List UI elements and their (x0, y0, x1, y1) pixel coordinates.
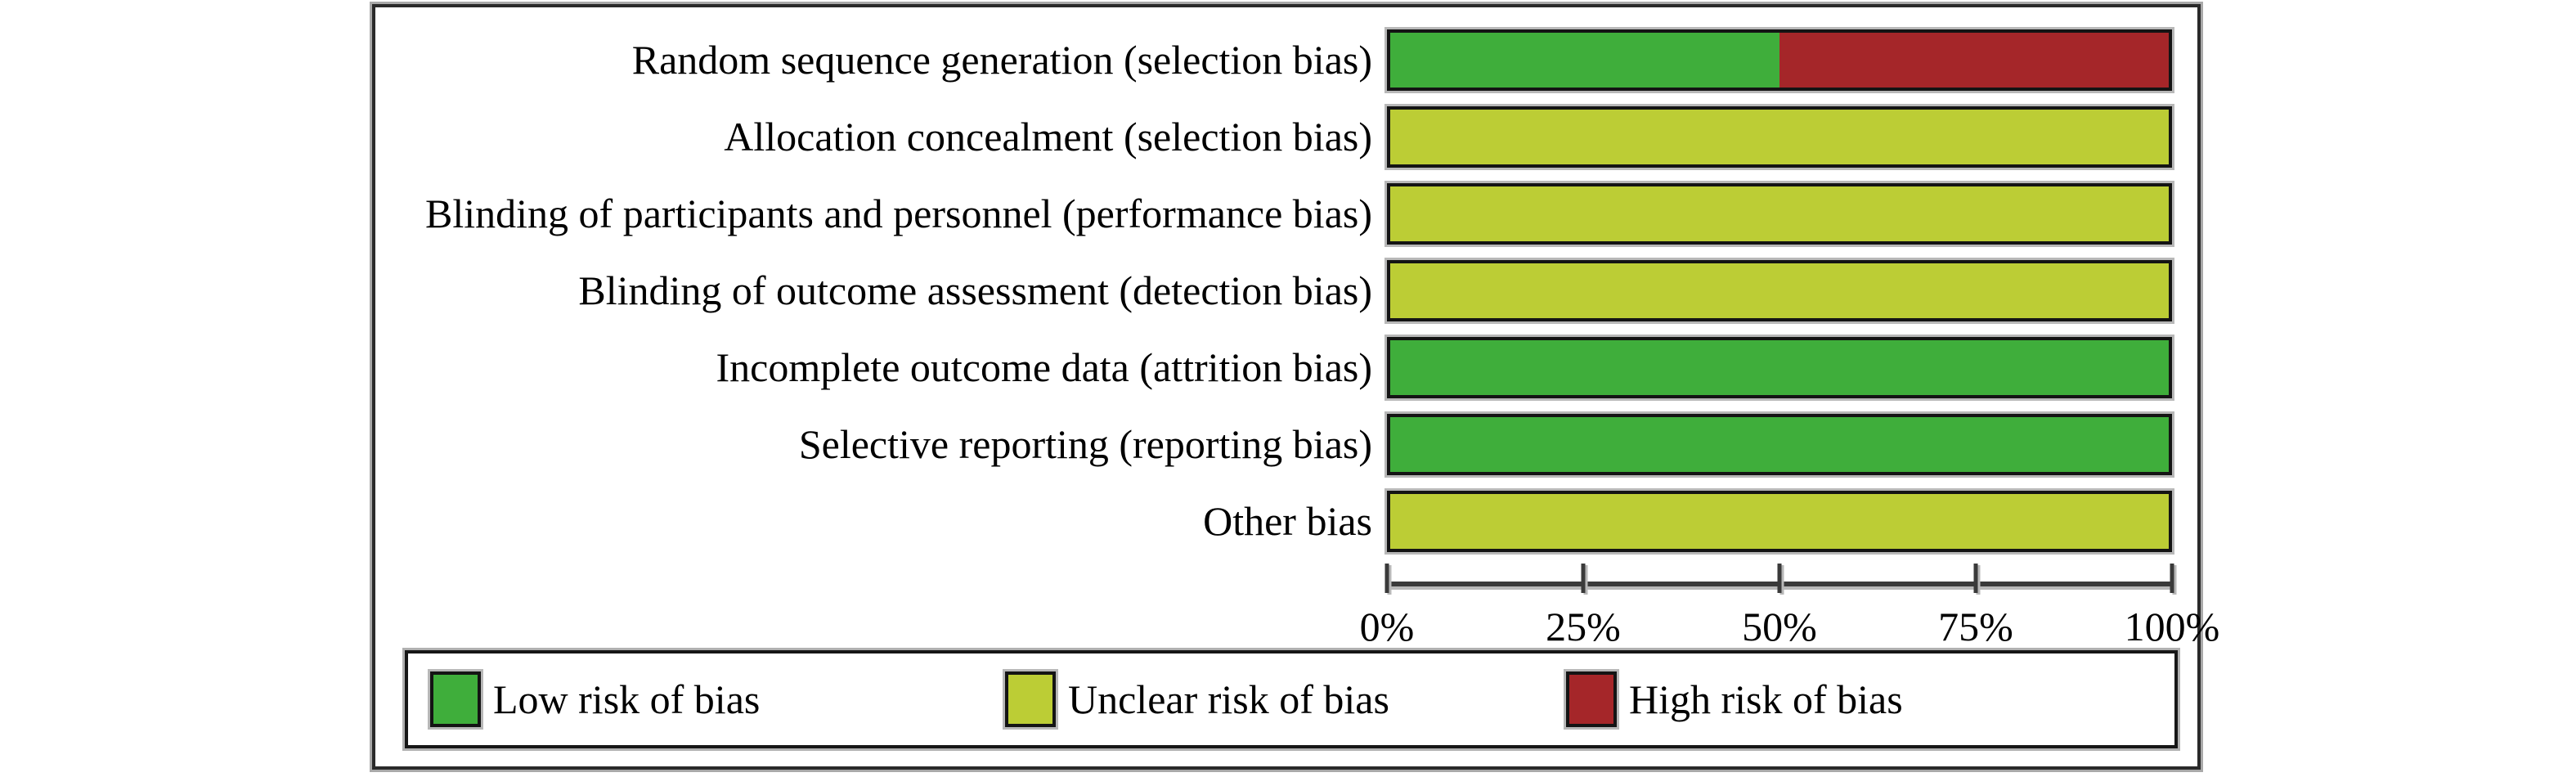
x-axis-tick-label: 25% (1546, 604, 1621, 649)
row-bar (1387, 413, 2172, 475)
chart-row: Allocation concealment (selection bias) (375, 98, 2183, 175)
chart-row: Other bias (375, 483, 2183, 559)
row-bar (1387, 259, 2172, 321)
bar-segment-unclear-risk-of-bias (1390, 493, 2169, 549)
row-bar (1387, 490, 2172, 552)
legend-label: Low risk of bias (493, 676, 761, 722)
x-axis-tick-label: 100% (2124, 604, 2220, 649)
row-label: Incomplete outcome data (attrition bias) (716, 344, 1373, 390)
row-bar (1387, 29, 2172, 91)
row-label: Other bias (1203, 497, 1372, 544)
chart-row: Blinding of outcome assessment (detectio… (375, 252, 2183, 329)
legend-item: Low risk of bias (430, 671, 760, 727)
legend-label: Unclear risk of bias (1068, 676, 1389, 722)
legend-item: High risk of bias (1566, 671, 1903, 727)
legend-item: Unclear risk of bias (1005, 671, 1389, 727)
bar-segment-unclear-risk-of-bias (1390, 263, 2169, 318)
x-axis-tick-label: 0% (1359, 604, 1415, 649)
x-axis-tick-label: 50% (1742, 604, 1817, 649)
legend: Low risk of bias Unclear risk of bias High… (402, 648, 2180, 751)
legend-swatch (1005, 671, 1056, 727)
row-bar (1387, 106, 2172, 168)
row-bar (1387, 182, 2172, 245)
legend-swatch (430, 671, 481, 727)
x-axis-tick (1777, 564, 1782, 593)
chart-row: Selective reporting (reporting bias) (375, 406, 2183, 483)
legend-swatch (1566, 671, 1617, 727)
x-axis-tick-label: 75% (1938, 604, 2013, 649)
x-axis-tick (1581, 564, 1586, 593)
x-axis-tick (2170, 564, 2174, 593)
row-label: Random sequence generation (selection bi… (631, 36, 1372, 83)
row-bar (1387, 336, 2172, 398)
chart-row: Random sequence generation (selection bi… (375, 21, 2183, 98)
bar-segment-low-risk-of-bias (1390, 416, 2169, 472)
row-label: Blinding of outcome assessment (detectio… (578, 267, 1372, 313)
chart-row: Incomplete outcome data (attrition bias) (375, 329, 2183, 406)
row-label: Blinding of participants and personnel (… (425, 190, 1372, 236)
x-axis-tick (1973, 564, 1978, 593)
bar-segment-unclear-risk-of-bias (1390, 109, 2169, 164)
bar-segment-high-risk-of-bias (1779, 32, 2169, 88)
bar-segment-low-risk-of-bias (1390, 339, 2169, 395)
chart-rows: Random sequence generation (selection bi… (375, 21, 2183, 559)
legend-label: High risk of bias (1629, 676, 1903, 722)
bar-segment-low-risk-of-bias (1390, 32, 1779, 88)
chart-row: Blinding of participants and personnel (… (375, 175, 2183, 252)
row-label: Allocation concealment (selection bias) (724, 113, 1372, 159)
row-label: Selective reporting (reporting bias) (798, 420, 1372, 467)
x-axis-tick (1384, 564, 1389, 593)
x-axis: 0% 25% 50% 75% 100% (1360, 564, 2219, 670)
risk-of-bias-figure: Random sequence generation (selection bi… (370, 2, 2219, 772)
bar-segment-unclear-risk-of-bias (1390, 186, 2169, 241)
